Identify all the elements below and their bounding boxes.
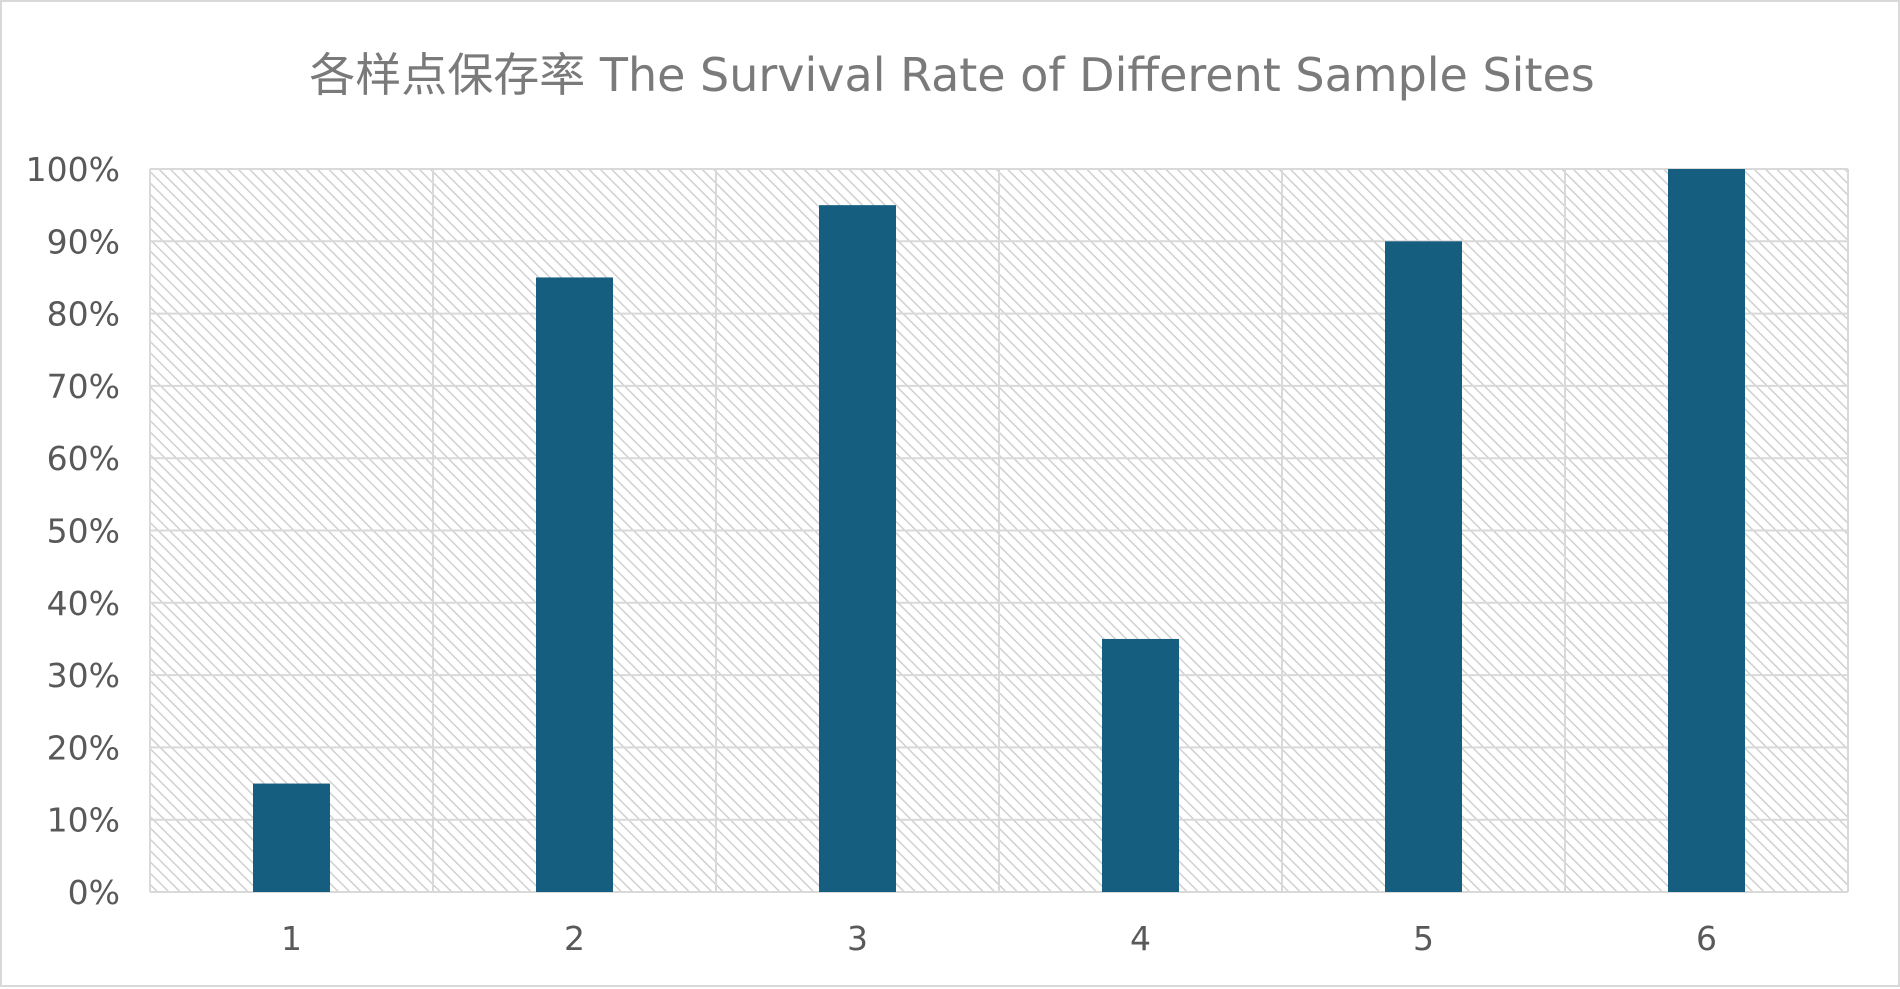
x-tick-label: 4 (1130, 919, 1151, 958)
x-tick-label: 2 (564, 919, 585, 958)
x-tick-label: 6 (1696, 919, 1717, 958)
y-tick-label: 80% (47, 295, 120, 334)
y-tick-label: 0% (68, 873, 120, 912)
y-tick-label: 50% (47, 512, 120, 551)
bar-site-4 (1102, 638, 1179, 892)
x-tick-label: 3 (847, 919, 868, 958)
bar-site-2 (536, 277, 613, 892)
bar-site-5 (1385, 241, 1462, 893)
y-tick-label: 70% (47, 367, 120, 406)
bars (253, 169, 1745, 893)
y-tick-label: 10% (47, 801, 120, 840)
bar-site-3 (819, 205, 896, 892)
x-tick-label: 5 (1413, 919, 1434, 958)
gridlines (149, 168, 1849, 893)
y-tick-label: 30% (47, 656, 120, 695)
bar-site-1 (253, 783, 330, 892)
y-tick-label: 40% (47, 584, 120, 623)
x-tick-label: 1 (281, 919, 302, 958)
y-tick-label: 60% (47, 439, 120, 478)
y-axis-tick-labels: 0% 10% 20% 30% 40% 50% 60% 70% 80% 90% 100% (26, 150, 120, 912)
chart-title: 各样点保存率 The Survival Rate of Different Sa… (309, 48, 1595, 102)
x-axis-tick-labels: 1 2 3 4 5 6 (281, 919, 1717, 958)
y-tick-label: 20% (47, 728, 120, 767)
y-tick-label: 90% (47, 222, 120, 261)
y-tick-label: 100% (26, 150, 120, 189)
bar-site-6 (1668, 169, 1745, 892)
